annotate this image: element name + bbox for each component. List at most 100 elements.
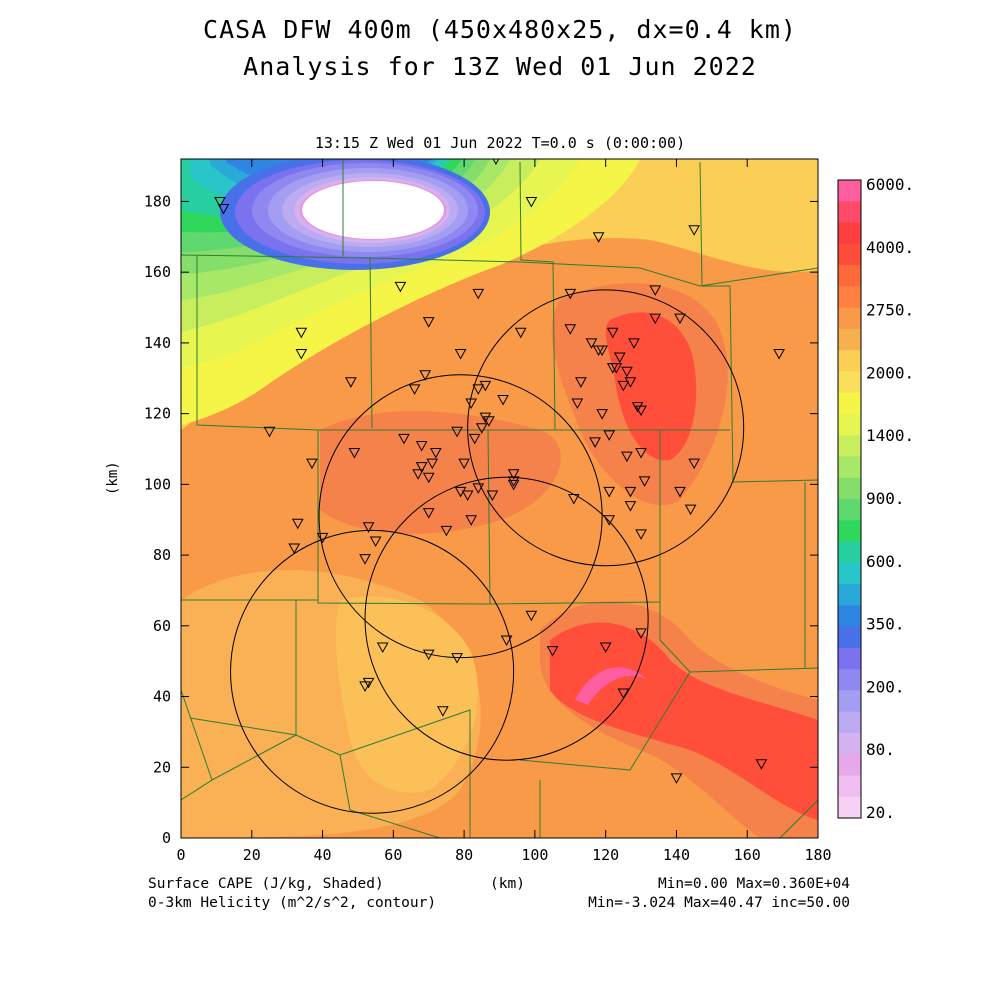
station-marker	[596, 345, 608, 356]
y-tick-label: 40	[153, 688, 171, 706]
chart-subtitle: Analysis for 13Z Wed 01 Jun 2022	[243, 52, 757, 81]
station-marker	[461, 490, 474, 501]
colorbar-swatch	[838, 350, 861, 372]
x-tick-label: 160	[734, 846, 761, 864]
station-marker	[263, 426, 276, 438]
colorbar-swatch	[838, 307, 861, 330]
y-axis-label: (km)	[105, 461, 121, 495]
x-tick-label: 120	[592, 846, 619, 864]
colorbar-swatch	[838, 222, 861, 245]
station-marker	[465, 398, 478, 410]
colorbar-swatch	[838, 413, 861, 436]
station-marker	[454, 349, 467, 360]
station-marker	[525, 196, 538, 208]
station-marker	[412, 469, 424, 480]
station-marker	[451, 426, 463, 438]
station-marker	[546, 646, 559, 657]
station-marker	[674, 313, 686, 325]
colorbar-swatch	[838, 541, 861, 564]
x-tick-label: 40	[314, 846, 332, 864]
colorbar-swatch	[838, 605, 861, 628]
colorbar-swatch	[838, 732, 861, 755]
station-marker	[472, 384, 485, 395]
station-marker	[451, 653, 463, 664]
station-marker	[479, 380, 492, 392]
station-marker	[408, 384, 421, 395]
y-tick-label: 60	[153, 617, 171, 635]
station-marker	[635, 628, 647, 639]
station-marker	[295, 349, 308, 360]
valid-time-label: 13:15 Z Wed 01 Jun 2022 T=0.0 s (0:00:00…	[314, 134, 686, 152]
station-marker	[599, 642, 612, 654]
y-tick-label: 180	[144, 192, 171, 210]
station-marker	[479, 412, 492, 424]
station-marker	[635, 529, 647, 540]
y-tick-label: 100	[144, 475, 171, 493]
station-marker	[674, 486, 686, 498]
station-marker	[306, 458, 318, 470]
station-marker	[603, 486, 616, 498]
y-tick-label: 0	[162, 829, 171, 847]
colorbar	[837, 179, 862, 819]
x-tick-label: 80	[455, 846, 473, 864]
y-tick-label: 160	[144, 263, 171, 281]
colorbar-swatch	[838, 435, 861, 457]
station-marker	[649, 285, 662, 296]
footer-field-1: Surface CAPE (J/kg, Shaded)	[148, 876, 384, 892]
x-tick-label: 0	[176, 846, 185, 864]
station-marker	[585, 338, 598, 349]
colorbar-swatch	[838, 775, 861, 798]
colorbar-swatch	[838, 328, 861, 351]
station-marker	[507, 469, 520, 480]
station-marker	[497, 394, 509, 406]
radar-ring-3	[364, 476, 649, 761]
station-marker	[603, 430, 616, 441]
station-marker	[628, 338, 640, 349]
cape-shading	[181, 159, 818, 838]
station-marker	[773, 349, 785, 360]
station-marker	[525, 610, 538, 622]
station-marker	[472, 288, 485, 300]
station-marker	[359, 681, 371, 692]
radar-ring-4	[230, 529, 515, 814]
station-marker	[465, 515, 478, 526]
station-marker	[649, 313, 662, 325]
y-tick-label: 20	[153, 758, 171, 776]
station-marker	[507, 479, 520, 491]
radar-ring-1	[467, 289, 745, 567]
colorbar-swatch	[838, 669, 861, 691]
y-tick-label: 120	[144, 405, 171, 423]
station-marker	[571, 398, 584, 410]
chart-title: CASA DFW 400m (450x480x25, dx=0.4 km)	[203, 15, 797, 44]
station-marker	[437, 706, 449, 717]
station-marker	[426, 458, 439, 470]
station-marker	[621, 366, 633, 378]
station-marker	[440, 525, 453, 537]
station-marker	[316, 532, 329, 544]
station-marker	[564, 324, 577, 335]
colorbar-swatch	[838, 499, 861, 521]
station-marker	[755, 759, 768, 770]
station-marker	[603, 515, 616, 526]
y-tick-label: 140	[144, 334, 171, 352]
station-marker	[429, 448, 442, 459]
station-marker	[617, 380, 630, 392]
station-marker	[369, 536, 382, 547]
colorbar-swatch	[838, 265, 861, 287]
station-marker	[500, 635, 513, 646]
station-marker	[376, 642, 389, 654]
colorbar-swatch	[838, 626, 861, 649]
colorbar-swatch	[838, 286, 861, 309]
station-marker	[345, 377, 357, 388]
colorbar-swatch	[838, 647, 861, 670]
station-marker	[635, 405, 647, 417]
station-marker	[362, 677, 375, 689]
footer-stats-1: Min=0.00 Max=0.360E+04	[657, 876, 850, 892]
station-marker	[422, 317, 435, 328]
station-marker	[684, 504, 697, 516]
station-marker	[621, 451, 633, 463]
x-tick-label: 100	[521, 846, 548, 864]
station-marker	[422, 508, 435, 519]
station-marker	[670, 773, 683, 784]
station-marker	[613, 352, 626, 364]
